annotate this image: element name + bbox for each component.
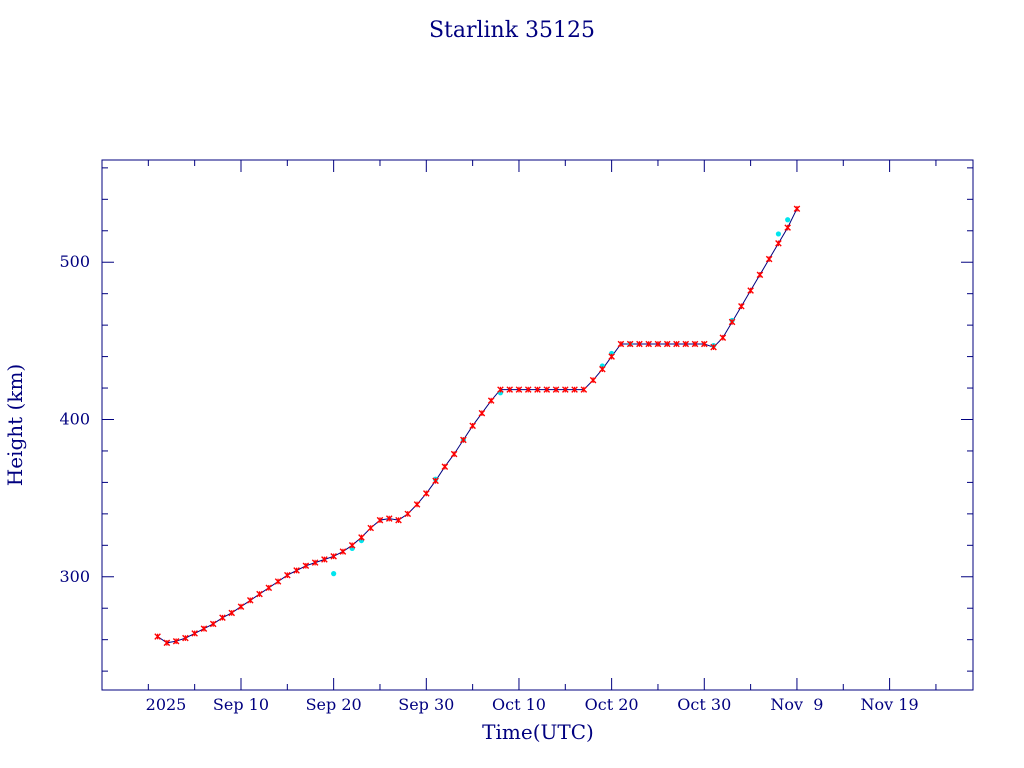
- data-point-red: [311, 559, 319, 566]
- data-point-red: [617, 340, 625, 348]
- data-point-red: [413, 501, 421, 508]
- x-tick-label: Oct 10: [492, 695, 546, 714]
- data-point-red: [376, 516, 384, 524]
- data-point-red: [719, 334, 727, 342]
- data-point-red: [691, 340, 699, 348]
- data-point-red: [256, 590, 263, 598]
- data-point-red: [293, 567, 300, 574]
- data-point-red: [580, 386, 588, 393]
- y-axis-label: Height (km): [3, 364, 27, 486]
- x-tick-label: Nov 9: [770, 695, 823, 714]
- plot-frame: [101, 159, 974, 691]
- data-point-red: [534, 386, 541, 393]
- data-point-cyan: [785, 217, 791, 223]
- data-point-red: [348, 542, 356, 549]
- data-point-red: [571, 386, 578, 393]
- data-point-red: [163, 639, 171, 647]
- data-point-red: [700, 340, 708, 348]
- data-point-red: [237, 603, 245, 610]
- x-axis-label: Time(UTC): [482, 720, 594, 744]
- data-point-red: [246, 597, 254, 604]
- data-point-red: [404, 510, 412, 518]
- x-tick-label: Oct 20: [585, 695, 639, 714]
- data-point-red: [654, 340, 662, 348]
- data-point-red: [191, 630, 198, 637]
- data-point-red: [756, 271, 764, 279]
- data-point-red: [469, 422, 476, 430]
- y-axis: 300 400 500: [59, 167, 973, 672]
- data-point-red: [395, 516, 402, 524]
- data-point-cyan: [331, 571, 337, 577]
- chart-title: Starlink 35125: [429, 18, 595, 43]
- data-point-red: [784, 224, 791, 231]
- data-point-red: [524, 386, 532, 393]
- x-axis: Sep 10 Sep 20 Sep 30 Oct 10 Oct 20 Oct 30 Nov …: [147, 160, 937, 714]
- data-point-red: [682, 340, 690, 348]
- series-layer: [154, 205, 801, 647]
- data-point-red: [552, 386, 560, 393]
- y-tick-label: 500: [59, 252, 90, 271]
- x-tick-label: Oct 30: [677, 695, 731, 714]
- data-point-red: [543, 386, 551, 393]
- data-point-red: [728, 318, 736, 326]
- data-point-red: [738, 302, 745, 310]
- data-point-red: [515, 386, 523, 393]
- data-point-red: [636, 340, 643, 348]
- data-point-red: [330, 553, 337, 560]
- data-point-red: [172, 637, 180, 645]
- x-tick-label: Sep 30: [398, 695, 454, 714]
- data-point-red: [219, 614, 226, 621]
- data-point-red: [339, 548, 347, 555]
- data-point-red: [182, 634, 189, 642]
- data-point-red: [274, 578, 282, 585]
- data-point-red: [423, 490, 430, 497]
- data-point-red: [321, 556, 328, 563]
- series-line: [157, 208, 798, 644]
- x-tick-label: Nov 19: [861, 695, 919, 714]
- data-point-red: [710, 343, 717, 351]
- data-point-red: [441, 463, 449, 470]
- data-point-red: [358, 534, 365, 541]
- data-point-red: [487, 397, 495, 404]
- data-point-red: [626, 340, 634, 348]
- data-point-red: [765, 255, 773, 263]
- data-point-red: [367, 524, 375, 532]
- data-point-red: [747, 287, 754, 294]
- data-point-red: [608, 353, 615, 360]
- data-point-red: [450, 450, 458, 458]
- data-point-cyan: [775, 231, 782, 237]
- x-tick-label: Sep 20: [306, 695, 362, 714]
- data-point-red: [154, 633, 161, 640]
- data-point-red: [663, 340, 671, 348]
- data-point-red: [562, 386, 569, 393]
- x-year-label: 2025: [146, 695, 187, 714]
- data-point-red: [599, 365, 606, 373]
- data-point-red: [460, 436, 467, 444]
- data-point-red: [385, 515, 393, 522]
- data-point-red: [673, 340, 680, 348]
- data-point-red: [478, 409, 486, 417]
- data-point-red: [506, 386, 513, 393]
- data-point-red: [645, 340, 652, 348]
- x-tick-label: Sep 10: [213, 695, 269, 714]
- data-point-red: [302, 562, 310, 570]
- data-point-red: [284, 571, 291, 579]
- data-point-red: [497, 386, 504, 393]
- data-point-red: [775, 240, 782, 247]
- data-point-red: [793, 205, 801, 213]
- data-point-red: [209, 620, 217, 628]
- data-point-red: [228, 609, 236, 617]
- y-tick-label: 300: [59, 567, 90, 586]
- y-tick-label: 400: [59, 409, 90, 428]
- data-point-red: [432, 477, 439, 485]
- data-point-red: [200, 625, 208, 632]
- data-point-red: [589, 376, 597, 384]
- data-point-red: [265, 584, 273, 592]
